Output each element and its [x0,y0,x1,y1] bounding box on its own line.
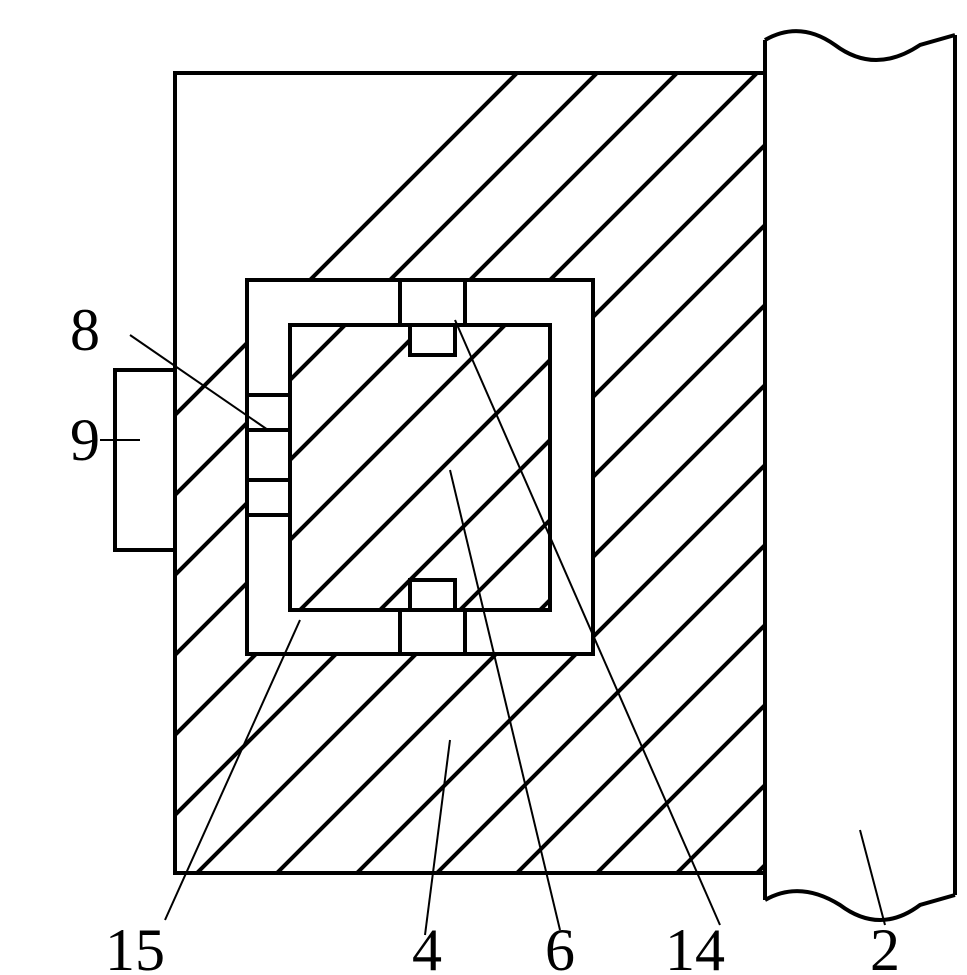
notch-top [400,280,465,355]
label-9: 9 [70,407,100,473]
label-6: 6 [545,917,575,975]
label-2: 2 [870,917,900,975]
notch-bottom [400,580,465,654]
label-14: 14 [665,917,725,975]
right-piece [765,31,955,920]
label-15: 15 [105,917,165,975]
label-4: 4 [412,917,442,975]
label-8: 8 [70,297,100,363]
side-port [115,370,175,550]
technical-diagram: 8 9 15 4 6 14 2 [0,0,967,975]
